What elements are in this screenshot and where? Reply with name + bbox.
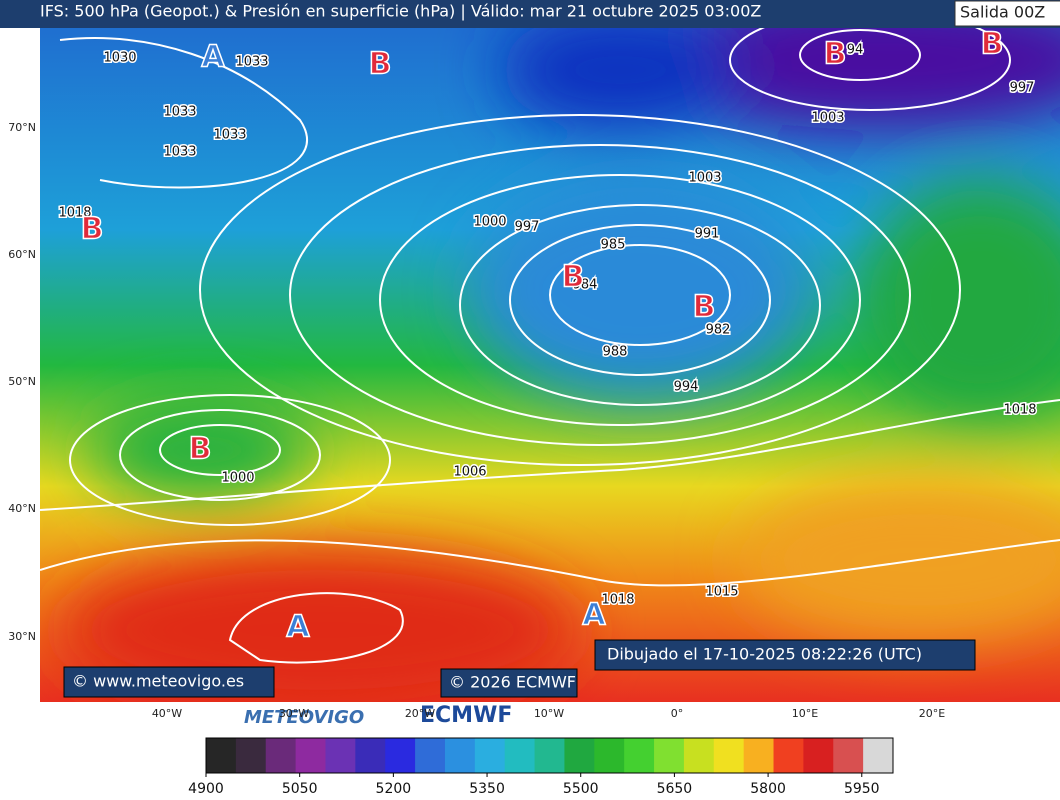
pressure-center: B xyxy=(693,290,716,325)
lat-label: 60°N xyxy=(8,248,36,261)
isobar-label: 997 xyxy=(515,220,540,235)
colorbar-cell xyxy=(534,738,565,773)
isobar-label: 1033 xyxy=(163,105,196,120)
colorbar-cell xyxy=(235,738,267,773)
isobar-label: 985 xyxy=(601,238,626,253)
lon-label: 20°W xyxy=(405,707,435,720)
colorbar-cell xyxy=(863,738,894,773)
logo-meteovigo: METEOVIGO xyxy=(244,707,364,728)
isobar-label: 1003 xyxy=(688,171,721,186)
colorbar-cell xyxy=(564,738,595,773)
map-title: IFS: 500 hPa (Geopot.) & Presión en supe… xyxy=(40,2,761,21)
isobar-label: 984 xyxy=(573,278,598,293)
colorbar-cell xyxy=(504,738,536,773)
isobar-label: 991 xyxy=(695,227,720,242)
colorbar-cell xyxy=(773,738,804,773)
colorbar-cell xyxy=(803,738,834,773)
lat-label: 70°N xyxy=(8,121,36,134)
colorbar-tick-label: 5050 xyxy=(282,781,318,797)
lat-label: 50°N xyxy=(8,375,36,388)
isobar-label: 997 xyxy=(1010,81,1035,96)
isobar-label: 1003 xyxy=(811,111,844,126)
isobar-label: 982 xyxy=(706,323,731,338)
pressure-center: B xyxy=(981,27,1004,62)
isobar-label: 1030 xyxy=(103,51,136,66)
colorbar-tick-label: 5950 xyxy=(844,781,880,797)
colorbar-cell xyxy=(713,738,745,773)
isobar-label: 1000 xyxy=(473,215,506,230)
colorbar-tick-label: 5800 xyxy=(750,781,786,797)
colorbar-tick-label: 5650 xyxy=(657,781,693,797)
colorbar-cell xyxy=(474,738,506,773)
map xyxy=(40,28,1060,702)
pressure-center: B xyxy=(369,47,392,82)
isobar-label: 1033 xyxy=(213,128,246,143)
colorbar-tick-label: 4900 xyxy=(188,781,224,797)
colorbar-cell xyxy=(833,738,864,773)
isobar-label: 1018 xyxy=(58,206,91,221)
lon-label: 40°W xyxy=(152,707,182,720)
pressure-center: A xyxy=(286,610,310,645)
colorbar-tick-label: 5350 xyxy=(469,781,505,797)
colorbar-cell xyxy=(325,738,356,773)
pressure-center: B xyxy=(562,260,585,295)
isobar-label: 1033 xyxy=(235,55,268,70)
lon-label: 10°W xyxy=(534,707,564,720)
isobar-label: 1018 xyxy=(601,593,634,608)
colorbar-cell xyxy=(444,738,476,773)
pressure-center: A xyxy=(582,598,606,633)
isobar-label: 988 xyxy=(603,345,628,360)
isobar-label: 994 xyxy=(674,380,699,395)
pressure-center: B xyxy=(81,212,104,247)
isobar-label: 94 xyxy=(847,43,864,58)
ecmwf-credit: © 2026 ECMWF xyxy=(449,673,576,692)
colorbar-cell xyxy=(415,738,446,773)
isobar-label: 1018 xyxy=(1003,403,1036,418)
colorbar-cell xyxy=(594,738,625,773)
lon-label: 30°W xyxy=(279,707,309,720)
colorbar-cell xyxy=(355,738,386,773)
colorbar-cell xyxy=(206,738,237,773)
colorbar-tick-label: 5200 xyxy=(376,781,412,797)
isobar-label: 1006 xyxy=(453,465,486,480)
colorbar-cell xyxy=(265,738,297,773)
colorbar-cell xyxy=(654,738,685,773)
logo-ecmwf: ECMWF xyxy=(420,703,512,728)
lat-label: 30°N xyxy=(8,630,36,643)
lat-label: 40°N xyxy=(8,502,36,515)
colorbar-cell xyxy=(743,738,775,773)
isobar-label: 1033 xyxy=(163,145,196,160)
colorbar-tick-label: 5500 xyxy=(563,781,599,797)
isobars xyxy=(40,28,1060,664)
isobar-label: 1000 xyxy=(221,471,254,486)
colorbar-cell xyxy=(624,738,655,773)
lon-label: 20°E xyxy=(919,707,945,720)
site-credit: © www.meteovigo.es xyxy=(72,672,244,691)
pressure-center: B xyxy=(189,432,212,467)
colorbar-cell xyxy=(385,738,416,773)
lon-label: 0° xyxy=(671,707,684,720)
colorbar-cell xyxy=(683,738,715,773)
drawn-date: Dibujado el 17-10-2025 08:22:26 (UTC) xyxy=(607,645,922,664)
lon-label: 10°E xyxy=(792,707,818,720)
run-label: Salida 00Z xyxy=(960,3,1045,22)
colorbar-frame xyxy=(205,737,894,774)
pressure-center: A xyxy=(201,40,225,75)
colorbar-cell xyxy=(295,738,326,773)
isobar-label: 1015 xyxy=(705,585,738,600)
pressure-center: B xyxy=(824,37,847,72)
